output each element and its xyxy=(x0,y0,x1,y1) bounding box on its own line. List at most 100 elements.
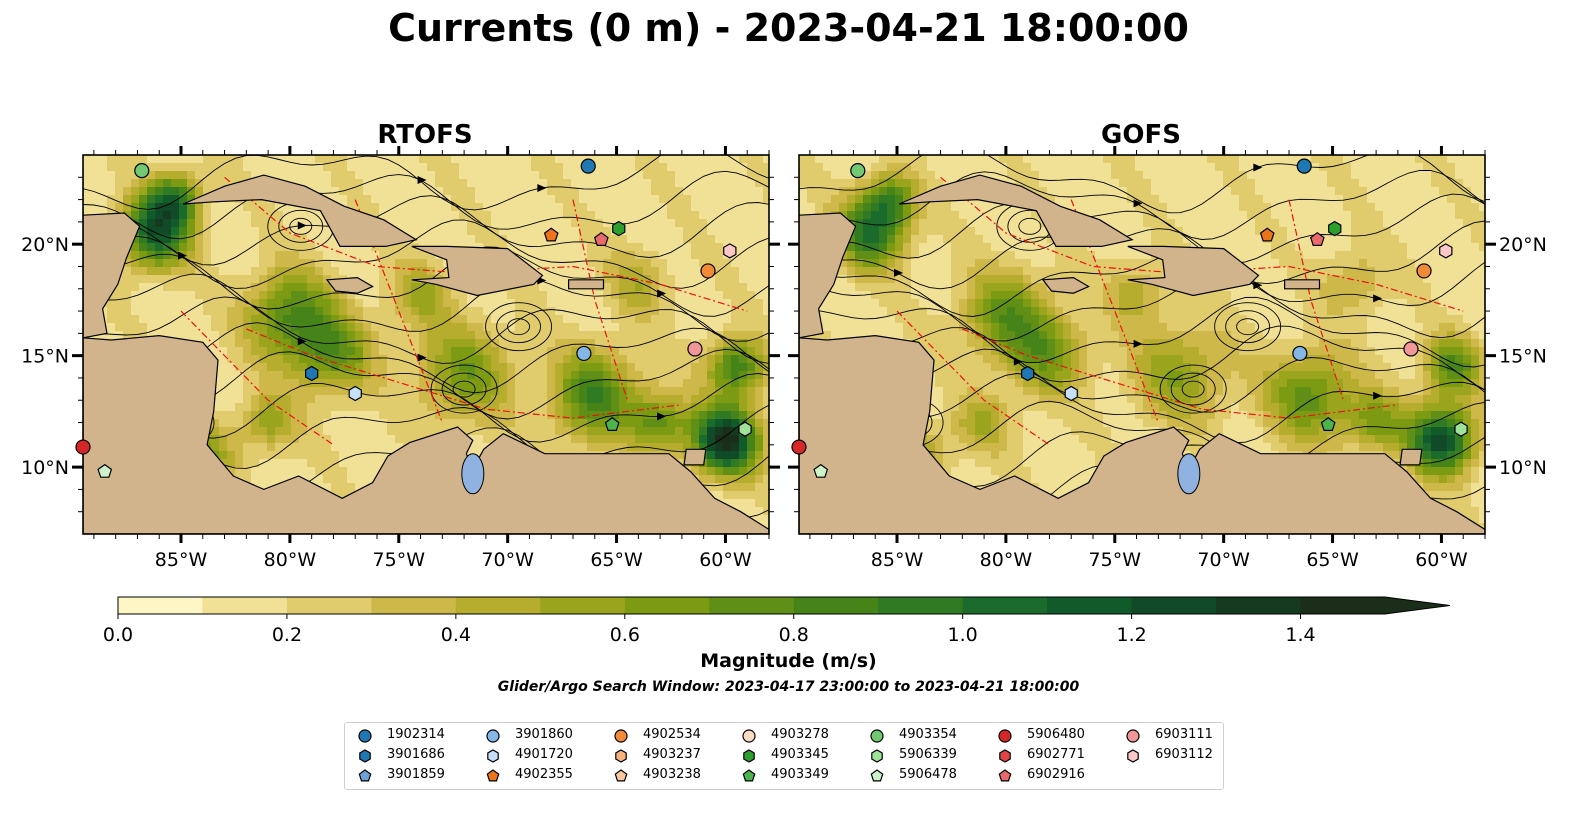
colorbar-tick-label: 0.2 xyxy=(272,624,302,646)
float-marker xyxy=(1454,421,1468,437)
y-tick-label: 15°N xyxy=(1499,346,1547,368)
land-5 xyxy=(568,279,605,290)
float-marker xyxy=(543,227,559,242)
float-legend: 1902314 3901686 3901859 3901860 4901720 49023… xyxy=(344,722,1224,790)
x-tick-label: 85°W xyxy=(155,549,208,571)
float-marker xyxy=(593,231,609,246)
land-0 xyxy=(799,334,1485,534)
legend-label: 1902314 xyxy=(387,727,445,742)
map-panel-rtofs xyxy=(83,155,769,534)
legend-marker-icon xyxy=(742,769,756,782)
colorbar-tick-label: 1.0 xyxy=(948,624,978,646)
legend-label: 6903112 xyxy=(1155,747,1213,762)
float-marker xyxy=(1403,341,1419,357)
float-marker xyxy=(1292,345,1308,362)
legend-marker xyxy=(742,729,756,743)
land-6 xyxy=(1399,448,1423,466)
legend-marker-icon xyxy=(487,749,499,763)
search-window-text: Glider/Argo Search Window: 2023-04-17 23… xyxy=(497,679,1080,695)
colorbar-segment xyxy=(878,597,964,614)
panel-frame xyxy=(82,154,770,535)
float-marker xyxy=(604,417,620,431)
legend-label: 4902534 xyxy=(643,727,701,742)
legend-marker xyxy=(486,769,500,782)
float-marker xyxy=(738,421,752,437)
float-marker xyxy=(1309,231,1325,246)
legend-marker-icon xyxy=(998,729,1012,743)
x-tick-label: 80°W xyxy=(264,549,317,571)
colorbar-tick-label: 0.6 xyxy=(610,624,640,646)
float-marker xyxy=(612,220,626,237)
float-marker xyxy=(134,163,150,179)
legend-marker xyxy=(870,769,884,782)
colorbar-segment xyxy=(371,597,457,614)
legend-marker-icon xyxy=(1127,749,1139,763)
x-tick-label: 70°W xyxy=(1197,549,1250,571)
float-marker xyxy=(1296,158,1312,174)
float-marker xyxy=(348,385,362,402)
land-3 xyxy=(411,245,544,297)
y-tick-label: 10°N xyxy=(21,457,69,479)
legend-marker xyxy=(742,769,756,782)
legend-marker-icon xyxy=(614,769,628,782)
x-tick-label: 75°W xyxy=(373,549,426,571)
colorbar-tick-label: 0.8 xyxy=(779,624,809,646)
panel-title-rtofs: RTOFS xyxy=(377,120,473,150)
x-tick-label: 65°W xyxy=(1306,549,1359,571)
colorbar-segment xyxy=(455,597,541,614)
map-panel-gofs xyxy=(799,155,1485,534)
colorbar-segment xyxy=(1047,597,1133,614)
land-0 xyxy=(83,334,769,534)
float-marker xyxy=(1320,417,1336,431)
legend-label: 6902771 xyxy=(1027,747,1085,762)
x-tick-label: 65°W xyxy=(590,549,643,571)
float-marker xyxy=(813,463,829,478)
legend-marker-icon xyxy=(998,769,1012,782)
legend-label: 4902355 xyxy=(515,767,573,782)
legend-marker xyxy=(615,749,627,763)
float-marker xyxy=(576,345,592,362)
legend-marker-icon xyxy=(359,749,371,763)
legend-label: 4903354 xyxy=(899,727,957,742)
legend-marker xyxy=(487,749,499,763)
colorbar-segment xyxy=(540,597,626,614)
land-2 xyxy=(182,174,418,247)
colorbar-segment xyxy=(202,597,288,614)
colorbar-segment xyxy=(286,597,372,614)
land-3 xyxy=(1127,245,1260,297)
colorbar-segment xyxy=(118,597,204,614)
x-tick-label: 70°W xyxy=(481,549,534,571)
legend-label: 5906339 xyxy=(899,747,957,762)
legend-label: 5906478 xyxy=(899,767,957,782)
colorbar-segment xyxy=(1300,597,1386,614)
legend-label: 4903278 xyxy=(771,727,829,742)
legend-label: 6902916 xyxy=(1027,767,1085,782)
legend-marker-icon xyxy=(743,749,755,763)
legend-label: 6903111 xyxy=(1155,727,1213,742)
legend-label: 3901859 xyxy=(387,767,445,782)
float-marker xyxy=(305,365,319,382)
legend-marker xyxy=(998,729,1012,743)
land-1 xyxy=(799,168,857,339)
x-tick-label: 75°W xyxy=(1089,549,1142,571)
legend-marker xyxy=(1126,729,1140,743)
legend-marker-icon xyxy=(999,749,1011,763)
legend-marker-icon xyxy=(871,749,883,763)
legend-marker xyxy=(358,769,372,782)
legend-label: 5906480 xyxy=(1027,727,1085,742)
figure-title: Currents (0 m) - 2023-04-21 18:00:00 xyxy=(388,6,1189,50)
colorbar-tick-label: 0.4 xyxy=(441,624,471,646)
land-4 xyxy=(325,276,374,294)
legend-marker xyxy=(870,729,884,743)
legend-label: 4903349 xyxy=(771,767,829,782)
float-marker xyxy=(791,439,807,455)
x-tick-label: 85°W xyxy=(871,549,924,571)
land-6 xyxy=(683,448,707,466)
float-marker xyxy=(700,263,716,279)
float-marker xyxy=(75,439,91,455)
colorbar-segment xyxy=(624,597,710,614)
y-tick-label: 20°N xyxy=(1499,234,1547,256)
colorbar-tick-label: 1.4 xyxy=(1285,624,1315,646)
legend-label: 4903237 xyxy=(643,747,701,762)
